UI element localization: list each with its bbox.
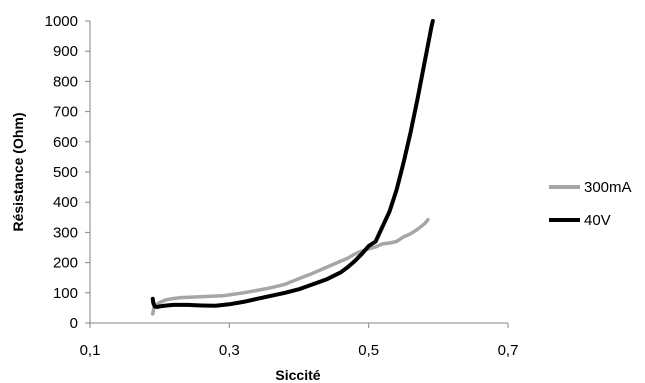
y-tick-label: 600 (53, 134, 78, 151)
y-tick-label: 100 (53, 285, 78, 302)
x-tick-label: 0,1 (80, 342, 101, 359)
y-tick-label: 200 (53, 255, 78, 272)
y-tick-label: 900 (53, 43, 78, 60)
series-line-40V (150, 19, 435, 309)
y-tick-label: 400 (53, 194, 78, 211)
y-tick-label: 700 (53, 104, 78, 121)
x-tick-label: 0,5 (358, 342, 379, 359)
x-axis-title: Siccité (275, 367, 320, 383)
y-tick-label: 800 (53, 73, 78, 90)
y-tick-label: 0 (70, 315, 78, 332)
axes (85, 20, 509, 328)
legend: 300mA 40V (549, 179, 632, 229)
y-tick-label: 1000 (45, 13, 78, 30)
x-tick-label: 0,7 (498, 342, 519, 359)
series-layer (150, 19, 435, 316)
x-tick-labels: 0,1 0,3 0,5 0,7 (80, 342, 519, 359)
y-tick-labels: 0 100 200 300 400 500 600 700 800 900 1000 (45, 13, 78, 332)
legend-label-40V: 40V (584, 212, 611, 229)
y-tick-label: 500 (53, 164, 78, 181)
x-tick-label: 0,3 (219, 342, 240, 359)
legend-label-300mA: 300mA (584, 179, 632, 196)
y-tick-label: 300 (53, 224, 78, 241)
y-axis-title: Résistance (Ohm) (10, 112, 26, 231)
series-line-300mA (150, 217, 430, 316)
